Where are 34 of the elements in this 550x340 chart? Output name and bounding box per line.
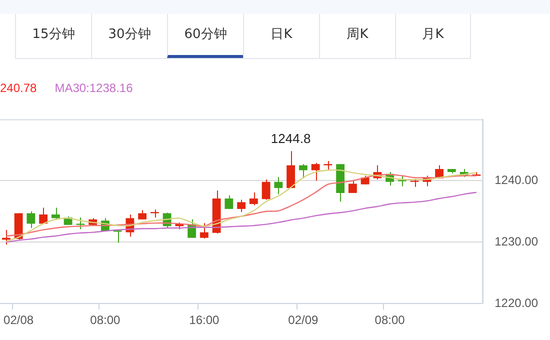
candlestick	[138, 210, 147, 220]
candlestick	[224, 194, 234, 210]
text: 60分钟	[167, 14, 243, 58]
candlestick	[51, 207, 60, 220]
candlestick	[76, 217, 85, 230]
text: 15分钟	[15, 14, 91, 58]
candlestick	[311, 162, 320, 182]
text: MA30:1238.16	[54, 81, 133, 95]
text: 日K	[243, 14, 319, 58]
text: 30分钟	[91, 14, 167, 58]
candlestick	[237, 199, 246, 213]
text: 月K	[395, 14, 471, 58]
x-tick-label: 08:00	[374, 313, 406, 328]
y-tick-label: 1220.00	[494, 296, 538, 310]
candlestick	[298, 164, 308, 179]
x-tick-label: 02/08	[4, 313, 34, 328]
candlestick	[200, 222, 208, 239]
x-tick-label: 02/09	[288, 313, 319, 328]
candlestick	[39, 207, 48, 224]
text: 周K	[319, 14, 395, 58]
candlestick	[26, 210, 36, 228]
text: 240.78	[0, 81, 37, 95]
line-series	[6, 192, 478, 243]
candlestick	[286, 150, 296, 189]
x-tick-label: 08:00	[90, 313, 121, 328]
y-tick-label: 1230.00	[494, 234, 538, 248]
annotation: 1244.8	[270, 131, 311, 146]
candlestick	[398, 175, 406, 187]
candlestick	[262, 178, 270, 200]
candlestick	[348, 180, 357, 194]
x-tick-label: 16:00	[189, 313, 220, 328]
y-tick-label: 1240.00	[494, 172, 538, 187]
candlestick	[249, 192, 258, 206]
candlestick	[274, 176, 283, 195]
